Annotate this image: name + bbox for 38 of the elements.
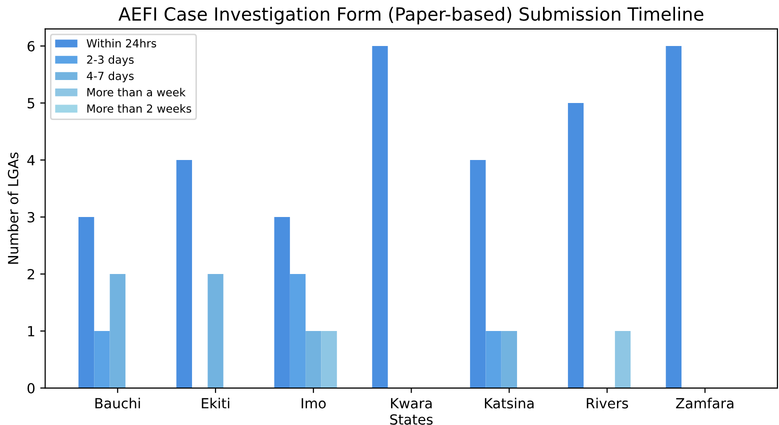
x-tick-label: Rivers — [586, 398, 628, 408]
bar — [78, 217, 94, 388]
x-tick-label: Kwara — [391, 398, 432, 408]
bar — [208, 274, 224, 388]
x-tick-label: Imo — [302, 398, 326, 408]
bar — [470, 160, 486, 388]
bar — [614, 331, 631, 388]
legend-label: More than 2 weeks — [87, 104, 192, 113]
legend-label: Within 24hrs — [86, 38, 156, 48]
bar — [666, 46, 682, 388]
x-tick-label: Bauchi — [95, 398, 140, 408]
bar — [176, 160, 192, 388]
bar — [306, 331, 322, 388]
x-tick-label: Zamfara — [676, 398, 734, 408]
bar — [274, 217, 290, 388]
legend-label: 2-3 days — [87, 55, 134, 66]
y-axis-title: Number of LGAs — [8, 152, 18, 264]
x-tick-label: Ekiti — [202, 398, 230, 408]
y-tick-label: 3 — [28, 212, 34, 222]
bar — [486, 331, 502, 388]
y-tick-label: 5 — [28, 98, 34, 108]
y-tick-label: 0 — [28, 382, 35, 394]
x-tick-label: Katsina — [484, 398, 534, 408]
y-tick-label: 6 — [28, 40, 35, 52]
bar — [372, 46, 388, 388]
legend-label: More than a week — [87, 88, 186, 96]
bar — [501, 331, 518, 388]
bar — [321, 331, 337, 388]
bar — [568, 103, 584, 388]
bar — [110, 274, 126, 388]
bar — [290, 274, 306, 388]
y-tick-label: 1 — [28, 326, 34, 336]
y-tick-label: 2 — [28, 268, 34, 280]
bar — [94, 331, 110, 388]
chart-title: AEFI Case Investigation Form (Paper-based) Submission Timeline — [118, 6, 704, 24]
x-axis-title: States — [390, 414, 433, 425]
legend-label: 4-7 days — [86, 72, 134, 82]
y-tick-label: 4 — [27, 155, 35, 166]
